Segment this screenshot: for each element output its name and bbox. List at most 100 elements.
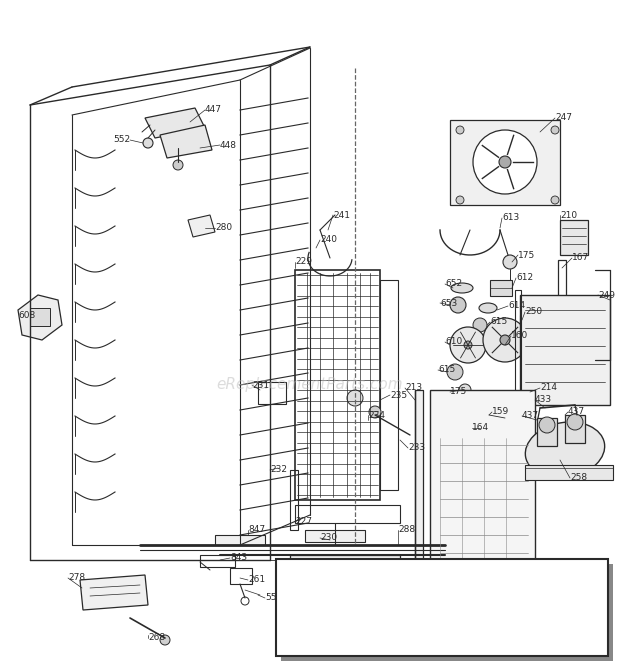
Text: 241: 241 [333,210,350,219]
Polygon shape [160,125,212,158]
Text: 288: 288 [398,525,415,535]
Bar [430,390,535,585]
Text: (ART NO. WR19832 C): (ART NO. WR19832 C) [480,644,580,652]
Text: 213: 213 [405,383,422,393]
Text: 261: 261 [248,576,265,584]
Text: 448: 448 [220,141,237,149]
Text: 268: 268 [148,633,165,642]
Circle shape [160,635,170,645]
Text: 175: 175 [450,387,467,397]
Text: 615: 615 [438,366,455,375]
Circle shape [173,160,183,170]
Text: 235: 235 [390,391,407,399]
Text: 164: 164 [472,424,489,432]
Text: Additional parts are required to install evap-
orator.  See EVAPORATOR INSTRUCTI: Additional parts are required to install… [335,599,548,639]
Bar [528,468,608,476]
Text: 240: 240 [320,235,337,245]
Text: 447: 447 [205,106,222,114]
Text: 615: 615 [490,317,507,327]
Bar [565,415,585,443]
Text: 231: 231 [252,381,269,389]
Text: 230: 230 [320,533,337,543]
Ellipse shape [451,283,473,293]
Text: 847: 847 [248,525,265,535]
Text: 552: 552 [265,594,282,602]
Text: 653: 653 [440,299,458,307]
Text: IMPORTANT NOTE:: IMPORTANT NOTE: [380,570,503,582]
Circle shape [500,335,510,345]
Text: 610: 610 [445,338,463,346]
Circle shape [456,126,464,134]
Polygon shape [188,215,215,237]
Bar [281,564,613,661]
Bar [558,260,566,325]
Bar [380,280,398,490]
Bar [560,220,588,255]
Circle shape [483,318,527,362]
Text: 843: 843 [230,553,247,563]
Bar [276,559,608,656]
Bar [230,568,252,584]
Circle shape [473,130,537,194]
Text: 210: 210 [560,210,577,219]
Text: eReplacementParts.com: eReplacementParts.com [216,377,404,393]
Circle shape [456,196,464,204]
Text: 608: 608 [18,311,35,321]
Circle shape [369,406,381,418]
Text: 258: 258 [570,473,587,483]
Text: 227: 227 [295,518,312,527]
Bar [200,555,235,567]
Bar [305,530,365,542]
Bar [525,465,613,480]
Bar [30,308,50,326]
Bar [490,280,512,296]
Text: 233: 233 [408,444,425,453]
Bar [215,535,265,545]
Bar [290,470,298,530]
Text: 214: 214 [540,383,557,393]
Circle shape [499,156,511,168]
Text: 552: 552 [113,136,130,145]
Text: 167: 167 [572,254,589,262]
Bar [290,555,400,567]
Text: 159: 159 [492,407,509,416]
Bar [258,382,286,404]
Bar [450,120,560,205]
Bar [537,418,557,446]
Text: 229: 229 [295,258,312,266]
Bar [478,425,500,435]
Circle shape [464,341,472,349]
Circle shape [447,364,463,380]
Bar [415,390,423,585]
Text: 160: 160 [511,332,528,340]
Text: 652: 652 [445,280,462,288]
Bar [295,505,400,523]
Bar [295,270,380,500]
Circle shape [473,318,487,332]
Circle shape [347,390,363,406]
Text: 612: 612 [516,274,533,282]
Bar [520,295,610,405]
Text: 614: 614 [508,301,525,311]
Bar [320,570,400,578]
Text: 278: 278 [68,574,85,582]
Text: 232: 232 [270,465,287,475]
Text: 613: 613 [502,214,520,223]
Circle shape [503,255,517,269]
Ellipse shape [479,303,497,313]
Text: 247: 247 [555,114,572,122]
Text: 437: 437 [522,412,539,420]
Ellipse shape [525,422,604,478]
Text: 234: 234 [368,410,385,420]
Circle shape [539,417,555,433]
Circle shape [450,327,486,363]
Text: 249: 249 [598,290,615,299]
Polygon shape [80,575,148,610]
Circle shape [551,126,559,134]
Circle shape [551,196,559,204]
Text: 175: 175 [518,251,535,260]
Bar [520,315,535,325]
Circle shape [450,297,466,313]
Circle shape [567,414,583,430]
Text: 437: 437 [568,407,585,416]
